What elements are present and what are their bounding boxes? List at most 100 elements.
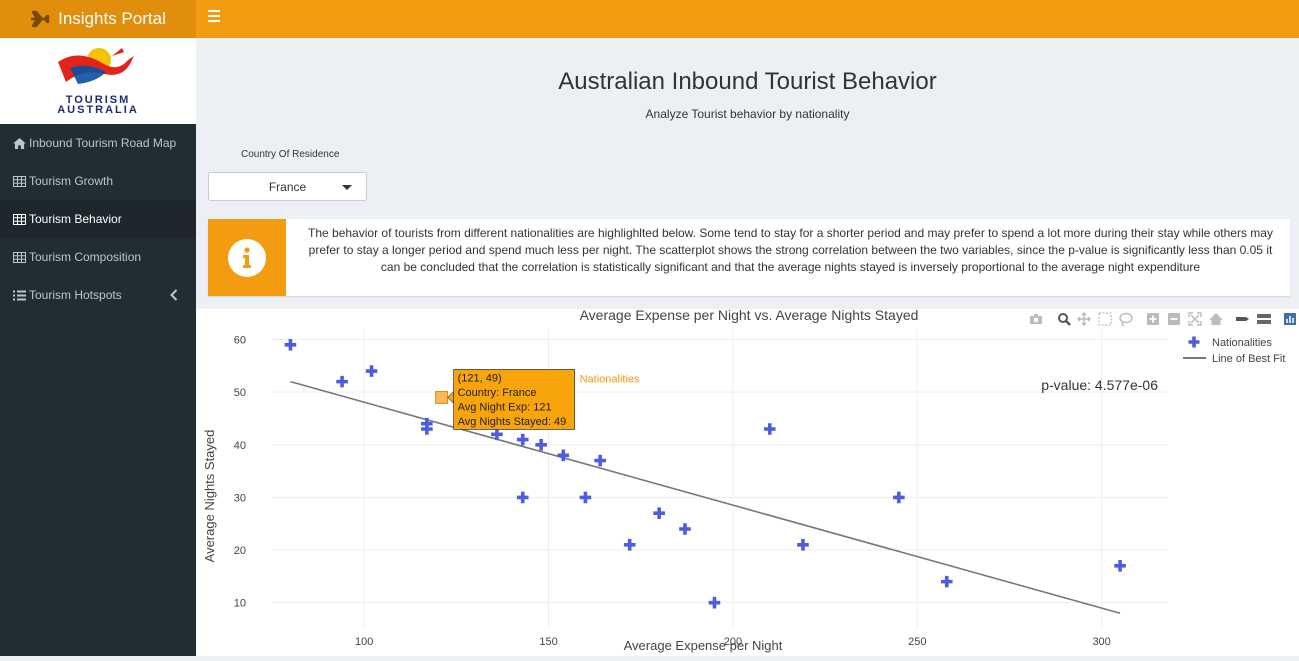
scatter-point[interactable]	[708, 596, 721, 609]
scatter-point[interactable]	[679, 523, 691, 535]
kangaroo-logo-icon	[58, 48, 134, 84]
sidebar-item-label: Tourism Behavior	[29, 212, 122, 226]
sidebar-menu: Inbound Tourism Road Map Tourism Growth …	[0, 124, 196, 314]
sidebar-item-composition[interactable]: Tourism Composition	[0, 238, 196, 276]
logo-line-1: TOURISM	[65, 94, 131, 106]
p-value-annotation: p-value: 4.577e-06	[1041, 377, 1158, 393]
country-select-value: France	[268, 179, 307, 194]
plot-toolbar	[1030, 311, 1296, 327]
sidebar-item-label: Tourism Growth	[29, 174, 114, 188]
scatter-chart[interactable]: 100 150 200 250 300 10 20 30 40 50 60 Average Expe…	[196, 307, 1299, 656]
chevron-left-icon[interactable]	[170, 289, 178, 301]
top-navbar: Insights Portal	[0, 0, 1299, 38]
fit-line-layer	[290, 380, 1121, 614]
zoom-icon[interactable]	[1058, 313, 1071, 326]
scatter-point[interactable]	[516, 491, 529, 504]
sidebar-item-label: Inbound Tourism Road Map	[29, 136, 177, 150]
scatter-point[interactable]	[893, 491, 905, 504]
tourism-australia-logo: TOURISM AUSTRALIA	[0, 38, 196, 124]
y-tick-label: 10	[234, 598, 246, 610]
country-select-label: Country Of Residence	[241, 149, 340, 160]
scatter-point[interactable]	[763, 423, 776, 435]
x-tick-label: 150	[539, 636, 557, 648]
info-box-icon-area	[208, 219, 286, 296]
sidebar-toggle-icon[interactable]	[208, 10, 220, 22]
scatter-point[interactable]	[557, 449, 570, 462]
table-icon	[13, 251, 26, 263]
lasso-icon[interactable]	[1119, 312, 1133, 327]
x-axis-label: Average Expense per Night	[624, 638, 783, 653]
zoom-in-icon[interactable]	[1147, 313, 1159, 325]
scatter-chart-svg[interactable]: 100 150 200 250 300 10 20 30 40 50 60 Average Expe…	[196, 307, 1299, 656]
legend-label-nationalities[interactable]: Nationalities	[1212, 337, 1272, 349]
sidebar-item-hotspots[interactable]: Tourism Hotspots	[0, 276, 196, 314]
legend-marker-nationalities[interactable]	[1188, 336, 1200, 348]
scatter-point[interactable]	[623, 538, 636, 551]
sidebar-item-label: Tourism Composition	[29, 250, 142, 264]
scatter-point[interactable]	[940, 575, 953, 588]
logo-line-2: AUSTRALIA	[57, 104, 139, 116]
app-title: Insights Portal	[58, 9, 166, 28]
reset-axes-icon[interactable]	[1209, 313, 1223, 325]
list-icon	[13, 290, 26, 300]
scatter-point[interactable]	[284, 338, 297, 351]
main-content: Australian Inbound Tourist Behavior Anal…	[196, 38, 1299, 656]
page-subtitle: Analyze Tourist behavior by nationality	[645, 107, 850, 121]
scatter-point[interactable]	[365, 365, 378, 377]
scatter-point[interactable]	[1114, 560, 1126, 572]
x-tick-label: 300	[1092, 636, 1110, 648]
hover-tooltip-box	[453, 369, 576, 430]
x-tick-label: 250	[908, 636, 926, 648]
plotly-logo-icon[interactable]	[1284, 313, 1296, 325]
camera-icon[interactable]	[1030, 314, 1042, 324]
sidebar-item-growth[interactable]: Tourism Growth	[0, 162, 196, 200]
chart-gridlines	[272, 329, 1168, 629]
spike-lines-icon[interactable]	[1236, 317, 1249, 321]
scatter-point[interactable]	[516, 433, 529, 446]
autoscale-icon[interactable]	[1188, 312, 1202, 326]
x-tick-label: 200	[724, 636, 742, 648]
y-axis-label: Average Nights Stayed	[202, 430, 217, 563]
scatter-point[interactable]	[421, 423, 433, 435]
country-select[interactable]: France	[208, 172, 367, 201]
hover-tooltip-line: (121, 49)	[458, 372, 502, 384]
scatter-point-hovered[interactable]	[435, 390, 449, 404]
page-title: Australian Inbound Tourist Behavior	[558, 68, 937, 95]
y-tick-label: 20	[234, 545, 246, 557]
scatter-point[interactable]	[579, 491, 592, 504]
hover-tooltip-line: Avg Night Exp: 121	[458, 401, 552, 413]
x-tick-label: 100	[355, 636, 373, 648]
hover-tooltip: (121, 49) Country: France Avg Night Exp: 1…	[447, 369, 640, 430]
zoom-out-icon[interactable]	[1168, 313, 1180, 325]
box-select-icon[interactable]	[1098, 312, 1112, 326]
sidebar: TOURISM AUSTRALIA Inbound Tourism Road M…	[0, 38, 196, 656]
sidebar-item-road-map[interactable]: Inbound Tourism Road Map	[0, 124, 196, 162]
chart-legend[interactable]: Nationalities Line of Best Fit	[1183, 336, 1285, 366]
scatter-point[interactable]	[594, 454, 606, 467]
caret-down-icon	[342, 185, 352, 190]
scatter-point[interactable]	[535, 438, 547, 451]
hover-closest-icon[interactable]	[1257, 314, 1271, 324]
scatter-point[interactable]	[797, 538, 809, 551]
info-icon	[228, 238, 266, 277]
scatter-point[interactable]	[653, 507, 665, 520]
scatter-point[interactable]	[491, 428, 503, 441]
hover-tooltip-line: Avg Nights Stayed: 49	[458, 416, 567, 428]
y-tick-label: 40	[234, 440, 246, 452]
table-icon	[13, 213, 26, 225]
sidebar-item-behavior[interactable]: Tourism Behavior	[0, 200, 196, 238]
y-tick-label: 50	[234, 387, 246, 399]
legend-label-fit-line[interactable]: Line of Best Fit	[1212, 353, 1285, 365]
y-tick-label: 30	[234, 492, 246, 504]
scatter-point[interactable]	[336, 375, 348, 388]
table-icon	[13, 175, 26, 187]
line-of-best-fit	[290, 380, 1121, 614]
brand[interactable]: Insights Portal	[0, 0, 196, 38]
hover-tooltip-line: Country: France	[458, 387, 537, 399]
info-box: The behavior of tourists from different …	[208, 219, 1290, 296]
chart-title: Average Expense per Night vs. Average Ni…	[580, 309, 919, 323]
plane-icon	[31, 10, 50, 28]
y-tick-label: 60	[234, 335, 246, 347]
pan-icon[interactable]	[1076, 311, 1092, 327]
hover-tooltip-pointer	[447, 390, 454, 405]
